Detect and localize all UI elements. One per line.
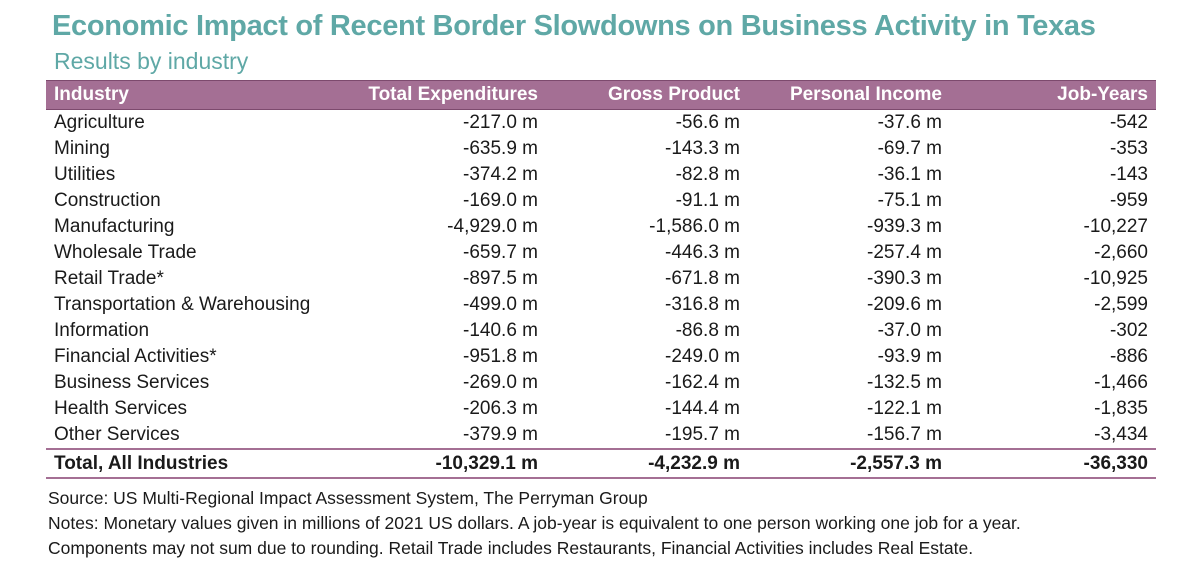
industry-cell: Wholesale Trade [54, 242, 197, 263]
personal-income-cell: -69.7 m [877, 138, 942, 159]
page-title: Economic Impact of Recent Border Slowdow… [52, 10, 1096, 42]
table-row: Other Services -379.9 m -195.7 m -156.7 m -3… [46, 422, 1156, 449]
job-years-cell: -143 [1109, 164, 1148, 185]
table-row: Manufacturing -4,929.0 m -1,586.0 m -939.3 … [46, 214, 1156, 240]
gross-product-cell: -86.8 m [675, 320, 740, 341]
gross-product-cell: -671.8 m [665, 268, 740, 289]
column-header-total-expenditures: Total Expenditures [346, 80, 546, 110]
notes-line-2: Components may not sum due to rounding. … [48, 538, 974, 558]
industry-cell: Agriculture [54, 112, 145, 133]
total-personal-income: -2,557.3 m [748, 448, 950, 479]
table-row: Mining -635.9 m -143.3 m -69.7 m -353 [46, 136, 1156, 162]
gross-product-cell: -1,586.0 m [649, 216, 740, 237]
gross-product-cell: -446.3 m [665, 242, 740, 263]
table-row: Information -140.6 m -86.8 m -37.0 m -302 [46, 318, 1156, 344]
column-header-personal-income: Personal Income [748, 80, 950, 110]
personal-income-cell: -75.1 m [877, 190, 942, 211]
job-years-cell: -10,227 [1083, 216, 1148, 237]
industry-impact-table: Industry Total Expenditures Gross Produc… [46, 80, 1156, 479]
total-expenditures-cell: -169.0 m [463, 190, 538, 211]
total-expenditures-cell: -499.0 m [463, 294, 538, 315]
total-expenditures-cell: -206.3 m [463, 398, 538, 419]
industry-cell: Manufacturing [54, 216, 175, 237]
page-subtitle: Results by industry [54, 48, 249, 74]
table-row: Retail Trade* -897.5 m -671.8 m -390.3 m -10… [46, 266, 1156, 292]
table-header-row: Industry Total Expenditures Gross Produc… [46, 80, 1156, 110]
job-years-cell: -542 [1109, 112, 1148, 133]
table-row: Construction -169.0 m -91.1 m -75.1 m -959 [46, 188, 1156, 214]
personal-income-cell: -37.6 m [877, 112, 942, 133]
total-label: Total, All Industries [46, 448, 346, 479]
gross-product-cell: -316.8 m [665, 294, 740, 315]
job-years-cell: -3,434 [1094, 424, 1148, 445]
gross-product-cell: -162.4 m [665, 372, 740, 393]
table-row: Agriculture -217.0 m -56.6 m -37.6 m -542 [46, 110, 1156, 137]
total-expenditures-cell: -379.9 m [463, 424, 538, 445]
gross-product-cell: -195.7 m [665, 424, 740, 445]
total-gross-product: -4,232.9 m [546, 448, 748, 479]
industry-cell: Information [54, 320, 150, 341]
table-row: Transportation & Warehousing -499.0 m -316… [46, 292, 1156, 318]
industry-cell: Health Services [54, 398, 188, 419]
gross-product-cell: -82.8 m [675, 164, 740, 185]
table-row: Health Services -206.3 m -144.4 m -122.1 m -… [46, 396, 1156, 422]
personal-income-cell: -390.3 m [867, 268, 942, 289]
table-row: Utilities -374.2 m -82.8 m -36.1 m -143 [46, 162, 1156, 188]
industry-cell: Transportation & Warehousing [54, 294, 311, 315]
industry-cell: Business Services [54, 372, 210, 393]
industry-cell: Financial Activities* [54, 346, 217, 367]
total-expenditures-cell: -897.5 m [463, 268, 538, 289]
total-expenditures-cell: -659.7 m [463, 242, 538, 263]
table-row: Wholesale Trade -659.7 m -446.3 m -257.4 m -… [46, 240, 1156, 266]
personal-income-cell: -36.1 m [877, 164, 942, 185]
gross-product-cell: -144.4 m [665, 398, 740, 419]
personal-income-cell: -93.9 m [877, 346, 942, 367]
table-row: Business Services -269.0 m -162.4 m -132.5 … [46, 370, 1156, 396]
industry-cell: Construction [54, 190, 161, 211]
table-row: Financial Activities* -951.8 m -249.0 m -93… [46, 344, 1156, 370]
job-years-cell: -1,835 [1094, 398, 1148, 419]
industry-cell: Other Services [54, 424, 180, 445]
gross-product-cell: -143.3 m [665, 138, 740, 159]
gross-product-cell: -91.1 m [675, 190, 740, 211]
notes-line-1: Notes: Monetary values given in millions… [48, 513, 1021, 533]
personal-income-cell: -122.1 m [867, 398, 942, 419]
source-note: Source: US Multi-Regional Impact Assessm… [48, 488, 648, 508]
total-expenditures-cell: -4,929.0 m [447, 216, 538, 237]
industry-cell: Utilities [54, 164, 116, 185]
total-expenditures-cell: -951.8 m [463, 346, 538, 367]
personal-income-cell: -156.7 m [867, 424, 942, 445]
personal-income-cell: -257.4 m [867, 242, 942, 263]
total-expenditures: -10,329.1 m [346, 448, 546, 479]
column-header-gross-product: Gross Product [546, 80, 748, 110]
industry-cell: Mining [54, 138, 110, 159]
personal-income-cell: -132.5 m [867, 372, 942, 393]
job-years-cell: -302 [1109, 320, 1148, 341]
job-years-cell: -10,925 [1083, 268, 1148, 289]
job-years-cell: -959 [1109, 190, 1148, 211]
total-job-years: -36,330 [950, 448, 1156, 479]
total-expenditures-cell: -140.6 m [463, 320, 538, 341]
column-header-industry: Industry [46, 80, 346, 110]
gross-product-cell: -56.6 m [675, 112, 740, 133]
column-header-job-years: Job-Years [950, 80, 1156, 110]
total-expenditures-cell: -374.2 m [463, 164, 538, 185]
total-expenditures-cell: -269.0 m [463, 372, 538, 393]
personal-income-cell: -37.0 m [877, 320, 942, 341]
job-years-cell: -2,599 [1094, 294, 1148, 315]
job-years-cell: -2,660 [1094, 242, 1148, 263]
gross-product-cell: -249.0 m [665, 346, 740, 367]
table-notes: Source: US Multi-Regional Impact Assessm… [48, 486, 1021, 561]
table-total-row: Total, All Industries -10,329.1 m -4,232… [46, 448, 1156, 479]
industry-cell: Retail Trade* [54, 268, 164, 289]
job-years-cell: -886 [1109, 346, 1148, 367]
job-years-cell: -1,466 [1094, 372, 1148, 393]
job-years-cell: -353 [1109, 138, 1148, 159]
personal-income-cell: -939.3 m [867, 216, 942, 237]
total-expenditures-cell: -635.9 m [463, 138, 538, 159]
personal-income-cell: -209.6 m [867, 294, 942, 315]
total-expenditures-cell: -217.0 m [463, 112, 538, 133]
